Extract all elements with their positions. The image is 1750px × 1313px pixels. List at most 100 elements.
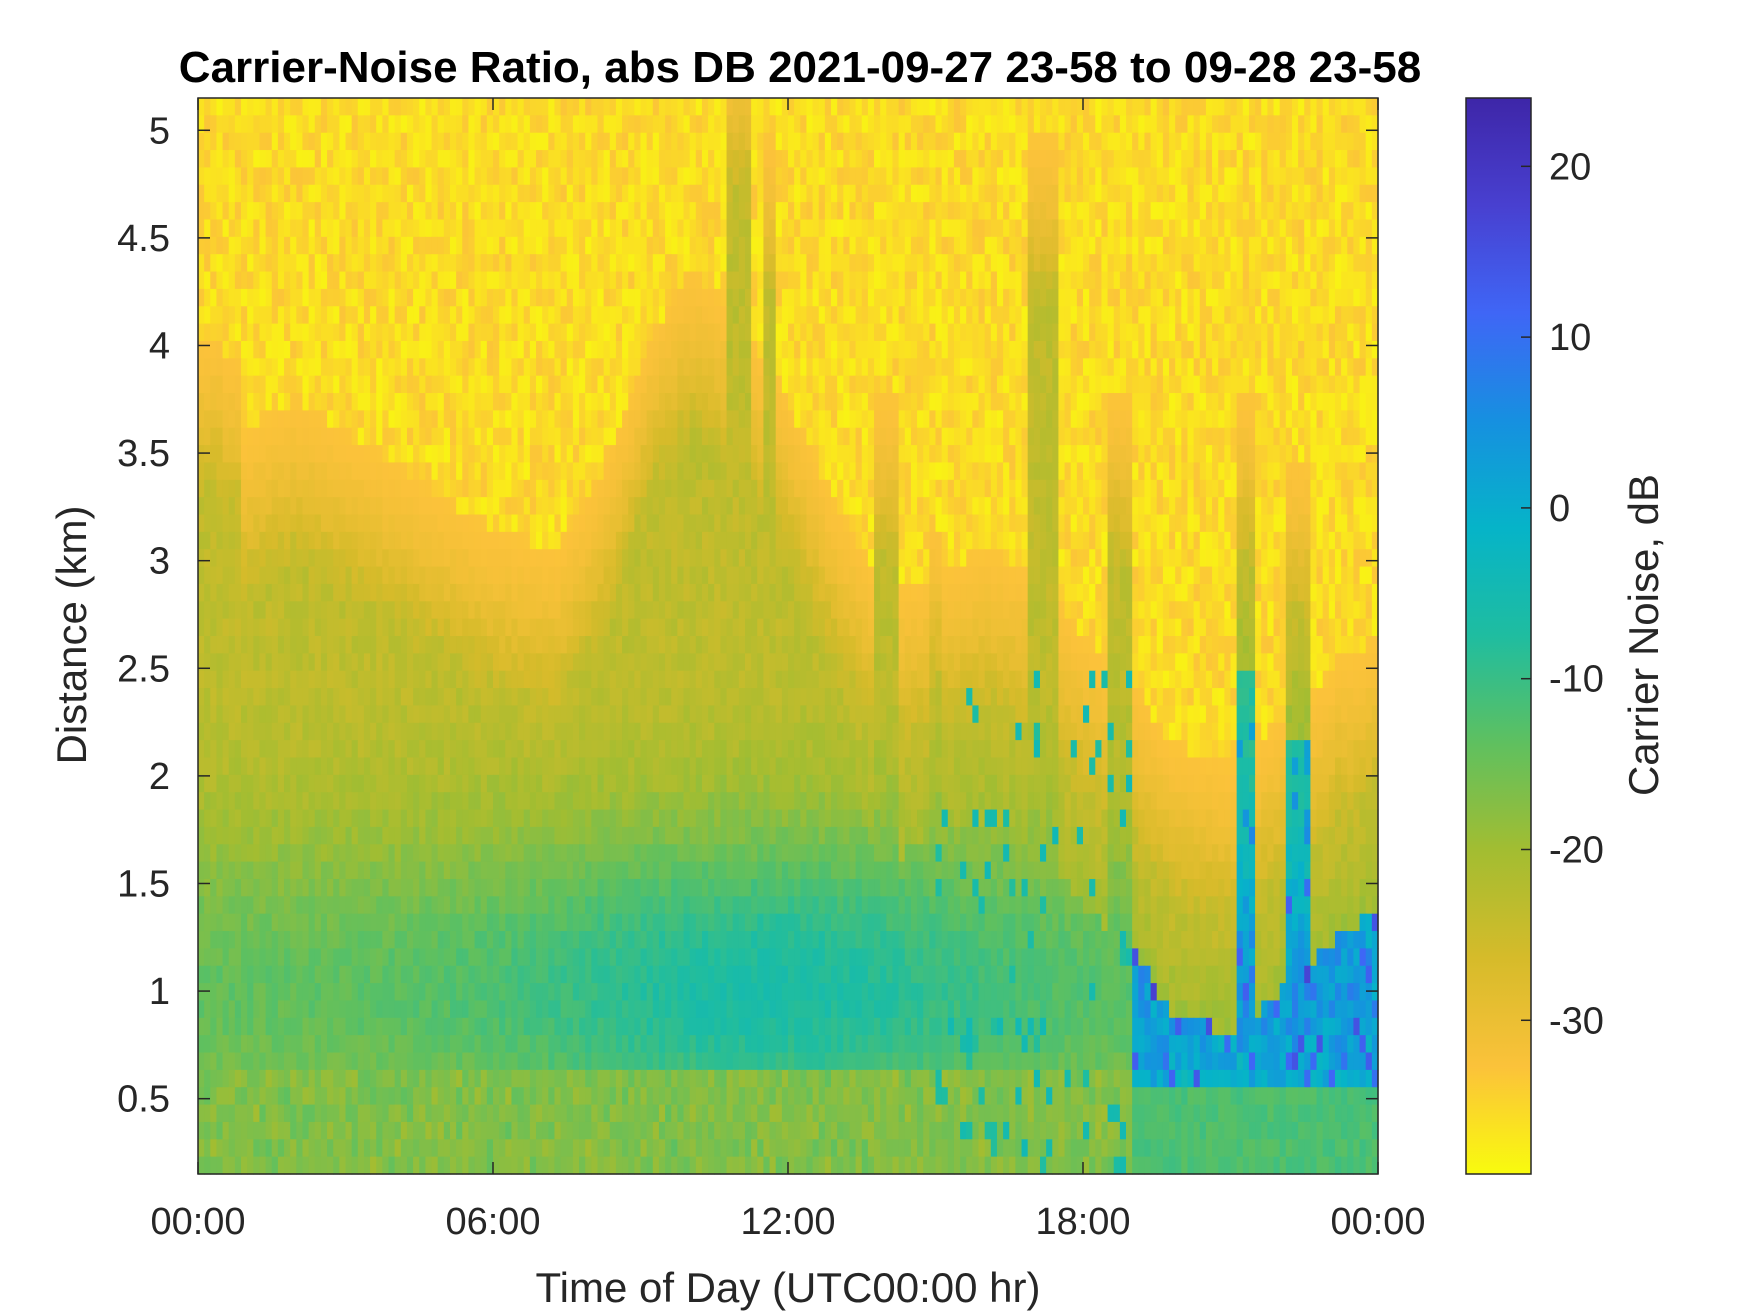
heatmap-cell (572, 393, 580, 411)
heatmap-cell (892, 323, 900, 342)
heatmap-cell (566, 288, 574, 307)
heatmap-cell (1298, 132, 1305, 151)
heatmap-cell (277, 462, 285, 481)
heatmap-cell (935, 288, 943, 307)
heatmap-cell (720, 132, 728, 151)
heatmap-cell (320, 219, 328, 238)
heatmap-cell (1218, 410, 1225, 429)
heatmap-cell (1169, 98, 1176, 116)
heatmap-cell (1230, 358, 1238, 377)
heatmap-cell (615, 375, 623, 394)
heatmap-cell (1341, 306, 1348, 325)
heatmap-cell (794, 427, 801, 446)
heatmap-cell (652, 236, 660, 255)
heatmap-cell (234, 306, 242, 325)
heatmap-cell (1058, 115, 1066, 134)
heatmap-cell (290, 98, 297, 116)
heatmap-cell (198, 358, 205, 377)
heatmap-cell (1039, 410, 1047, 429)
heatmap-cell (425, 410, 433, 429)
heatmap-cell (542, 410, 549, 429)
heatmap-cell (536, 375, 543, 394)
heatmap-cell (794, 98, 801, 116)
heatmap-cell (671, 202, 678, 221)
heatmap-cell (609, 340, 617, 359)
heatmap-cell (781, 462, 789, 481)
heatmap-cell (751, 254, 758, 273)
heatmap-cell (855, 393, 863, 411)
heatmap-cell (744, 375, 752, 394)
heatmap-cell (990, 115, 998, 134)
heatmap-cell (701, 271, 709, 290)
heatmap-cell (1126, 340, 1133, 359)
heatmap-cell (259, 445, 267, 464)
heatmap-cell (880, 323, 887, 342)
heatmap-cell (628, 254, 635, 273)
heatmap-cell (953, 236, 961, 255)
heatmap-cell (892, 445, 900, 464)
heatmap-cell (1046, 132, 1053, 151)
heatmap-cell (1150, 98, 1158, 116)
heatmap-cell (609, 445, 617, 464)
heatmap-cell (1316, 340, 1324, 359)
heatmap-cell (831, 323, 838, 342)
heatmap-cell (425, 271, 433, 290)
heatmap-cell (382, 358, 390, 377)
heatmap-cell (1095, 514, 1103, 533)
heatmap-cell (1119, 115, 1127, 134)
heatmap-cell (1218, 288, 1225, 307)
heatmap-cell (1027, 514, 1035, 533)
heatmap-cell (425, 393, 433, 411)
heatmap-cell (1021, 271, 1029, 290)
heatmap-cell (843, 514, 851, 533)
heatmap-cell (449, 531, 457, 550)
heatmap-cell (1039, 427, 1047, 446)
heatmap-cell (1328, 271, 1336, 290)
heatmap-cell (1169, 375, 1176, 394)
heatmap-cell (622, 514, 629, 533)
heatmap-cell (861, 497, 869, 516)
heatmap-cell (824, 410, 832, 429)
heatmap-cell (1365, 167, 1373, 186)
heatmap-cell (585, 479, 592, 498)
heatmap-cell (800, 254, 808, 273)
heatmap-cell (271, 427, 279, 446)
heatmap-cell (818, 514, 826, 533)
heatmap-cell (1083, 323, 1090, 342)
heatmap-cell (800, 236, 808, 255)
heatmap-cell (1236, 445, 1244, 464)
heatmap-cell (941, 410, 949, 429)
heatmap-cell (1304, 462, 1311, 481)
heatmap-cell (234, 254, 242, 273)
heatmap-cell (456, 271, 463, 290)
heatmap-cell (1261, 531, 1268, 550)
heatmap-cell (1076, 514, 1084, 533)
heatmap-cell (493, 323, 500, 342)
heatmap-cell (1193, 306, 1201, 325)
heatmap-cell (400, 375, 408, 394)
heatmap-cell (1193, 497, 1201, 516)
heatmap-cell (775, 410, 783, 429)
heatmap-cell (996, 254, 1004, 273)
heatmap-cell (1248, 497, 1256, 516)
heatmap-cell (1199, 497, 1207, 516)
heatmap-cell (831, 497, 838, 516)
heatmap-cell (800, 497, 808, 516)
heatmap-cell (1083, 219, 1090, 238)
heatmap-cell (634, 219, 642, 238)
heatmap-cell (394, 393, 402, 411)
heatmap-cell (493, 132, 500, 151)
heatmap-cell (210, 497, 218, 516)
heatmap-cell (929, 445, 937, 464)
heatmap-cell (634, 184, 642, 203)
heatmap-cell (677, 531, 685, 550)
heatmap-cell (763, 150, 771, 169)
heatmap-cell (695, 462, 703, 481)
heatmap-cell (953, 219, 961, 238)
heatmap-cell (1248, 306, 1256, 325)
heatmap-cell (1261, 479, 1268, 498)
heatmap-cell (1052, 358, 1060, 377)
heatmap-cell (769, 358, 777, 377)
heatmap-cell (1181, 132, 1189, 151)
heatmap-cell (1119, 167, 1127, 186)
